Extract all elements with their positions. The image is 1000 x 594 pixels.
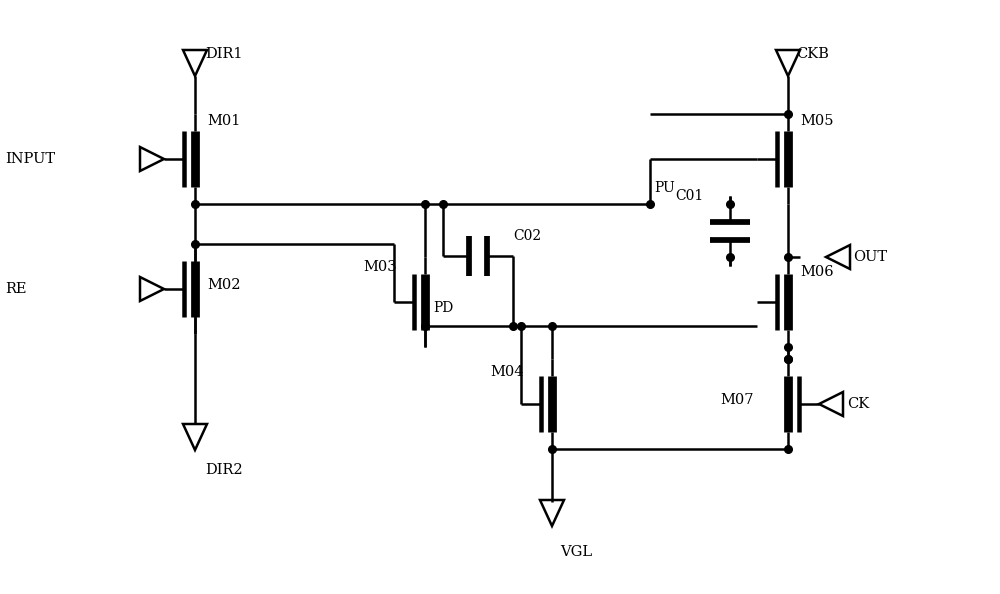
Text: M06: M06	[800, 265, 834, 279]
Text: M02: M02	[207, 278, 241, 292]
Text: INPUT: INPUT	[5, 152, 55, 166]
Text: C02: C02	[513, 229, 541, 243]
Text: M04: M04	[490, 365, 524, 379]
Text: DIR2: DIR2	[205, 463, 243, 477]
Text: PD: PD	[433, 301, 453, 315]
Text: CKB: CKB	[796, 47, 829, 61]
Text: CK: CK	[847, 397, 869, 411]
Text: RE: RE	[5, 282, 27, 296]
Text: OUT: OUT	[853, 250, 887, 264]
Text: PU: PU	[654, 181, 675, 195]
Text: M05: M05	[800, 114, 834, 128]
Text: M07: M07	[720, 393, 754, 407]
Text: DIR1: DIR1	[205, 47, 243, 61]
Text: M01: M01	[207, 114, 240, 128]
Text: C01: C01	[675, 188, 703, 203]
Text: M03: M03	[363, 260, 397, 274]
Text: VGL: VGL	[560, 545, 592, 559]
